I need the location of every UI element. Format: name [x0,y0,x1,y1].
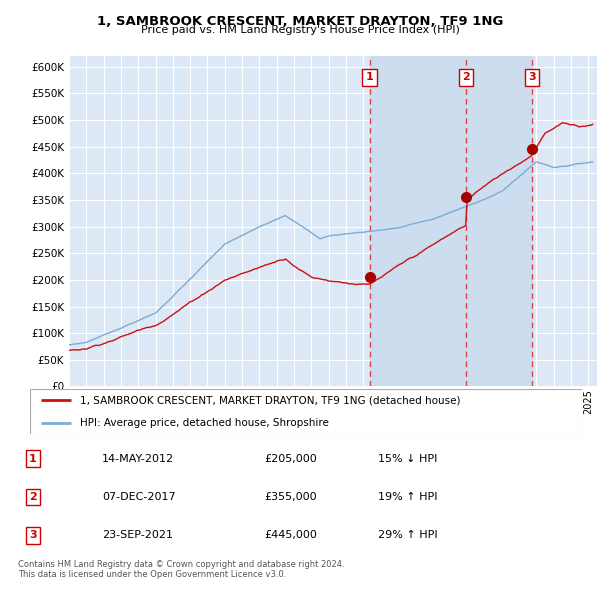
Text: 14-MAY-2012: 14-MAY-2012 [102,454,174,464]
Text: £445,000: £445,000 [264,530,317,540]
Text: 1, SAMBROOK CRESCENT, MARKET DRAYTON, TF9 1NG (detached house): 1, SAMBROOK CRESCENT, MARKET DRAYTON, TF… [80,395,460,405]
Text: Contains HM Land Registry data © Crown copyright and database right 2024.: Contains HM Land Registry data © Crown c… [18,560,344,569]
Text: 19% ↑ HPI: 19% ↑ HPI [378,492,437,502]
Text: 3: 3 [29,530,37,540]
Text: Price paid vs. HM Land Registry's House Price Index (HPI): Price paid vs. HM Land Registry's House … [140,25,460,35]
Text: 15% ↓ HPI: 15% ↓ HPI [378,454,437,464]
Text: 3: 3 [528,73,536,83]
Text: 07-DEC-2017: 07-DEC-2017 [102,492,176,502]
Text: £205,000: £205,000 [264,454,317,464]
Text: 1: 1 [29,454,37,464]
Text: 1, SAMBROOK CRESCENT, MARKET DRAYTON, TF9 1NG: 1, SAMBROOK CRESCENT, MARKET DRAYTON, TF… [97,15,503,28]
Text: This data is licensed under the Open Government Licence v3.0.: This data is licensed under the Open Gov… [18,571,286,579]
Bar [370,56,532,386]
Text: 2: 2 [29,492,37,502]
Text: £355,000: £355,000 [264,492,317,502]
Text: 1: 1 [366,73,374,83]
Text: HPI: Average price, detached house, Shropshire: HPI: Average price, detached house, Shro… [80,418,329,428]
Text: 29% ↑ HPI: 29% ↑ HPI [378,530,437,540]
Text: 2: 2 [462,73,470,83]
Text: 23-SEP-2021: 23-SEP-2021 [102,530,173,540]
